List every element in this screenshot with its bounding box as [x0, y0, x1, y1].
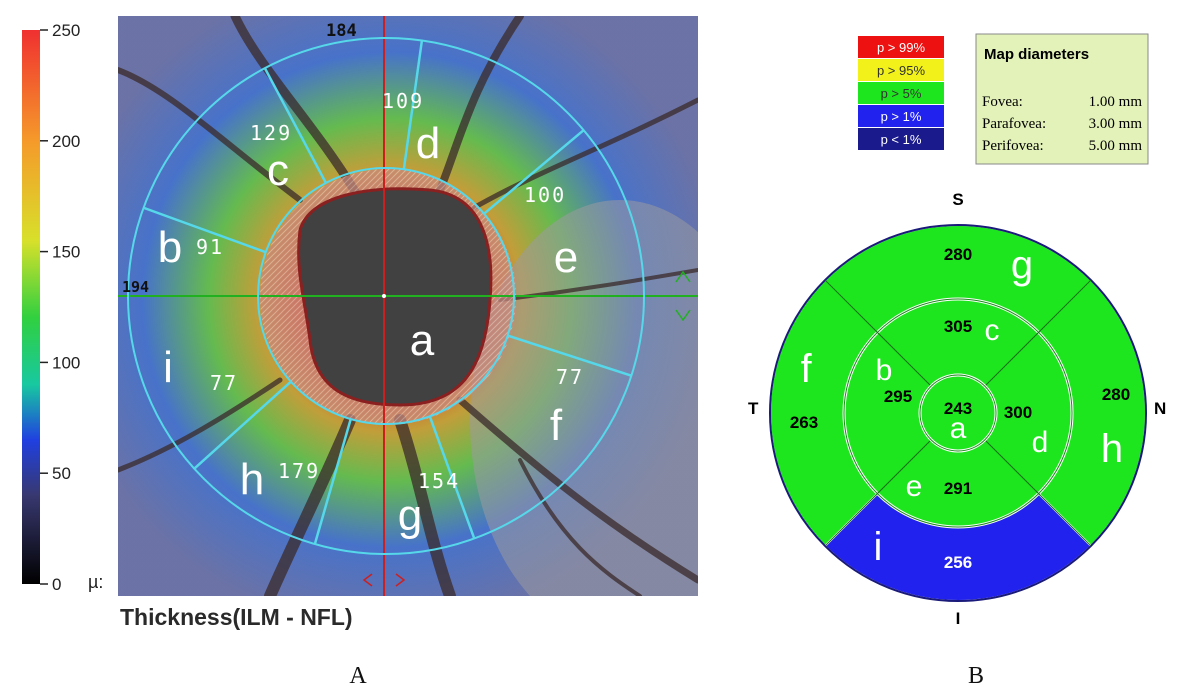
panel-b: p > 99% p > 95% p > 5% p > 1% p < 1% Map dia…: [748, 33, 1166, 689]
legend-label: p > 99%: [877, 40, 926, 55]
scan-label-top: 184: [326, 21, 357, 41]
sector-boundaries: [143, 40, 632, 545]
diameter-value: 5.00 mm: [1089, 138, 1143, 154]
region-letter-a: a: [410, 316, 435, 365]
up-arrow-icon: [675, 270, 691, 283]
compass-superior: S: [952, 190, 963, 209]
sector-letter-f: f: [800, 347, 812, 391]
compass-nasal: N: [1154, 399, 1166, 418]
scale-tick-label: 250: [52, 21, 80, 40]
left-arrow-icon: [362, 573, 373, 587]
panel-b-caption: B: [968, 663, 984, 689]
legend-label: p > 1%: [881, 109, 922, 124]
sector-value-f: 263: [790, 413, 818, 432]
sector-value-e: 291: [944, 479, 972, 498]
panel-a-caption: A: [349, 663, 367, 689]
scale-tick-label: 100: [52, 353, 80, 372]
sector-value-a: 243: [944, 399, 972, 418]
sector-value-g: 280: [944, 245, 972, 264]
region-value-h: 179: [278, 459, 320, 483]
sector-value-b: 295: [884, 387, 912, 406]
sector-value-c: 305: [944, 317, 972, 336]
sector-value-h: 280: [1102, 385, 1130, 404]
sector-value-d: 300: [1004, 403, 1032, 422]
sector-letter-h: h: [1101, 427, 1123, 471]
region-letter-i: i: [163, 343, 173, 392]
diameter-label: Parafovea:: [982, 116, 1046, 132]
compass-inferior: I: [956, 609, 961, 628]
diameter-label: Fovea:: [982, 94, 1023, 110]
legend-swatch: [858, 36, 944, 58]
legend-label: p < 1%: [881, 132, 922, 147]
sector-letter-a: a: [950, 412, 967, 445]
region-letter-f: f: [550, 401, 563, 450]
probability-legend: p > 99% p > 95% p > 5% p > 1% p < 1%: [858, 36, 944, 150]
fundus-image: [118, 16, 698, 596]
region-value-f: 77: [556, 365, 584, 389]
sector-letter-g: g: [1011, 243, 1033, 287]
region-value-i: 77: [210, 371, 238, 395]
outer-circle: [127, 37, 645, 555]
diameter-value: 1.00 mm: [1089, 94, 1143, 110]
diameter-value: 3.00 mm: [1089, 116, 1143, 132]
color-scale-ticks: 250 200 150 100 50 0: [40, 21, 80, 594]
region-value-b: 91: [196, 235, 224, 259]
sector-letter-e: e: [906, 470, 923, 503]
panel-a: 250 200 150 100 50 0 µ:: [22, 16, 698, 689]
etdrs-spokes: [824, 279, 1092, 547]
legend-label: p > 5%: [881, 86, 922, 101]
region-letter-e: e: [554, 233, 578, 282]
legend-swatch: [858, 82, 944, 104]
legend-swatch: [858, 105, 944, 127]
etdrs-grid: [768, 224, 1148, 603]
sector-letter-d: d: [1032, 426, 1049, 459]
scan-label-left: 194: [122, 278, 149, 296]
compass-temporal: T: [748, 399, 759, 418]
map-diameters-title: Map diameters: [984, 46, 1089, 63]
scale-unit: µ:: [88, 572, 103, 592]
region-value-g: 154: [418, 469, 460, 493]
region-value-d: 109: [382, 89, 424, 113]
region-letter-h: h: [240, 455, 264, 504]
sector-letter-b: b: [876, 354, 893, 387]
diameter-label: Perifovea:: [982, 138, 1044, 154]
right-arrow-icon: [395, 573, 406, 587]
legend-swatch: [858, 59, 944, 81]
sector-letter-c: c: [985, 314, 1000, 347]
scale-tick-label: 200: [52, 132, 80, 151]
region-letter-c: c: [267, 146, 289, 195]
region-letter-b: b: [158, 223, 182, 272]
inner-circle: [257, 167, 515, 425]
map-diameters-box: [975, 33, 1149, 165]
legend-label: p > 95%: [877, 63, 926, 78]
scale-tick-label: 0: [52, 575, 61, 594]
region-value-e: 100: [524, 183, 566, 207]
sector-letter-i: i: [874, 525, 883, 569]
down-arrow-icon: [675, 309, 691, 322]
panel-a-title: Thickness(ILM - NFL): [120, 604, 353, 630]
scale-tick-label: 50: [52, 464, 71, 483]
region-value-c: 129: [250, 121, 292, 145]
map-diameters-rows: Fovea: 1.00 mm Parafovea: 3.00 mm Perifovea:…: [982, 94, 1142, 154]
legend-swatch: [858, 128, 944, 150]
scale-tick-label: 150: [52, 243, 80, 262]
region-letter-d: d: [416, 119, 440, 168]
sector-value-i: 256: [944, 553, 972, 572]
region-letter-g: g: [398, 491, 422, 540]
color-scale-bar: [22, 30, 40, 584]
